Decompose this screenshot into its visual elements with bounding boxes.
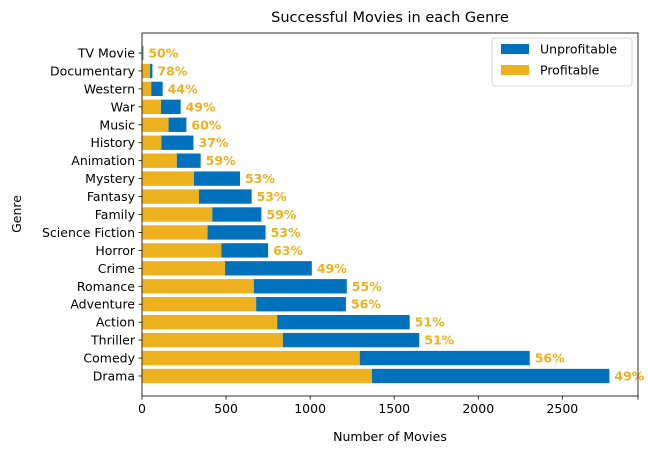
bar-profitable-horror xyxy=(142,243,222,258)
bar-unprofitable-western xyxy=(151,81,163,97)
y-axis: Drama Comedy Thriller Action Adventure Romanc… xyxy=(42,46,142,384)
bar-profitable-war xyxy=(142,99,161,115)
chart-title: Successful Movies in each Genre xyxy=(271,10,509,26)
pct-label-fantasy: 53% xyxy=(257,189,287,204)
y-tick-label-comedy: Comedy xyxy=(83,351,135,366)
bar-unprofitable-drama xyxy=(372,368,610,384)
bar-unprofitable-mystery xyxy=(193,171,241,186)
pct-label-horror: 63% xyxy=(273,243,303,258)
y-tick-label-history: History xyxy=(91,135,136,150)
pct-label-music: 60% xyxy=(191,117,221,132)
bar-profitable-music xyxy=(142,117,169,132)
pct-label-comedy: 56% xyxy=(535,351,565,366)
pct-label-romance: 55% xyxy=(352,279,382,294)
bar-profitable-family xyxy=(142,207,213,222)
bar-profitable-drama xyxy=(142,368,373,384)
y-tick-label-crime: Crime xyxy=(98,261,136,276)
bar-unprofitable-romance xyxy=(253,279,347,294)
pct-label-tv-movie: 50% xyxy=(148,46,178,61)
y-tick-label-documentary: Documentary xyxy=(50,63,136,78)
y-tick-label-war: War xyxy=(111,99,136,114)
y-tick-label-fantasy: Fantasy xyxy=(87,189,136,204)
bar-profitable-thriller xyxy=(142,332,283,348)
bar-profitable-western xyxy=(142,81,152,97)
x-tick-label-1000: 1000 xyxy=(294,401,326,416)
bar-unprofitable-fantasy xyxy=(198,189,252,204)
legend-label-unprofitable: Unprofitable xyxy=(540,42,617,57)
bar-unprofitable-documentary xyxy=(150,63,153,79)
plot-area: 49% 56% 51% 51% 56% 55% 49% 63% 53% 59% 53% 53% 59% 3… xyxy=(142,46,645,384)
y-tick-label-tv-movie: TV Movie xyxy=(77,46,135,61)
y-tick-label-thriller: Thriller xyxy=(90,333,136,348)
y-tick-label-romance: Romance xyxy=(77,279,135,294)
bar-unprofitable-horror xyxy=(221,243,269,258)
x-tick-label-0: 0 xyxy=(138,401,146,416)
y-tick-label-adventure: Adventure xyxy=(70,297,135,312)
pct-label-drama: 49% xyxy=(614,369,644,384)
bar-unprofitable-action xyxy=(277,314,410,330)
bar-unprofitable-comedy xyxy=(359,350,530,366)
legend-label-profitable: Profitable xyxy=(540,63,600,78)
bar-profitable-history xyxy=(142,135,162,150)
y-tick-label-action: Action xyxy=(96,315,135,330)
legend: Unprofitable Profitable xyxy=(491,37,633,87)
bar-profitable-romance xyxy=(142,279,254,294)
y-axis-title: Genre xyxy=(9,195,24,233)
legend-swatch-unprofitable xyxy=(501,44,529,54)
pct-label-crime: 49% xyxy=(317,261,347,276)
pct-label-adventure: 56% xyxy=(351,297,381,312)
bar-profitable-comedy xyxy=(142,350,360,366)
bar-profitable-mystery xyxy=(142,171,194,186)
x-axis-title: Number of Movies xyxy=(333,429,447,444)
y-tick-label-music: Music xyxy=(99,117,135,132)
bar-unprofitable-animation xyxy=(176,153,201,168)
pct-label-thriller: 51% xyxy=(424,333,454,348)
bar-profitable-action xyxy=(142,314,278,330)
x-tick-label-2500: 2500 xyxy=(546,401,578,416)
bar-unprofitable-family xyxy=(212,207,262,222)
pct-label-documentary: 78% xyxy=(157,63,187,78)
pct-label-family: 59% xyxy=(266,207,296,222)
pct-label-action: 51% xyxy=(415,315,445,330)
bar-unprofitable-tv-movie xyxy=(142,45,144,61)
bar-unprofitable-adventure xyxy=(256,297,346,312)
bar-unprofitable-thriller xyxy=(282,332,420,348)
x-tick-label-2000: 2000 xyxy=(462,401,494,416)
bar-profitable-crime xyxy=(142,261,226,276)
bar-profitable-animation xyxy=(142,153,177,168)
bar-unprofitable-music xyxy=(168,117,187,132)
bar-unprofitable-war xyxy=(160,99,181,115)
y-tick-label-family: Family xyxy=(95,207,136,222)
pct-label-war: 49% xyxy=(186,99,216,114)
pct-label-animation: 59% xyxy=(206,153,236,168)
bar-profitable-adventure xyxy=(142,297,257,312)
bar-unprofitable-science-fiction xyxy=(207,225,266,240)
x-tick-label-500: 500 xyxy=(214,401,238,416)
pct-label-mystery: 53% xyxy=(245,171,275,186)
y-tick-label-horror: Horror xyxy=(95,243,135,258)
y-tick-label-mystery: Mystery xyxy=(85,171,135,186)
x-tick-label-1500: 1500 xyxy=(378,401,410,416)
y-tick-label-western: Western xyxy=(84,81,135,96)
legend-swatch-profitable xyxy=(501,65,529,75)
y-tick-label-drama: Drama xyxy=(93,369,135,384)
bar-unprofitable-crime xyxy=(225,261,312,276)
bar-profitable-documentary xyxy=(142,63,151,79)
y-tick-label-science-fiction: Science Fiction xyxy=(42,225,135,240)
bar-unprofitable-history xyxy=(161,135,194,150)
x-axis: 0 500 1000 1500 2000 2500 xyxy=(138,396,639,416)
bar-profitable-science-fiction xyxy=(142,225,208,240)
pct-label-science-fiction: 53% xyxy=(271,225,301,240)
pct-label-history: 37% xyxy=(198,135,228,150)
y-tick-label-animation: Animation xyxy=(71,153,135,168)
bar-profitable-fantasy xyxy=(142,189,199,204)
pct-label-western: 44% xyxy=(168,81,198,96)
